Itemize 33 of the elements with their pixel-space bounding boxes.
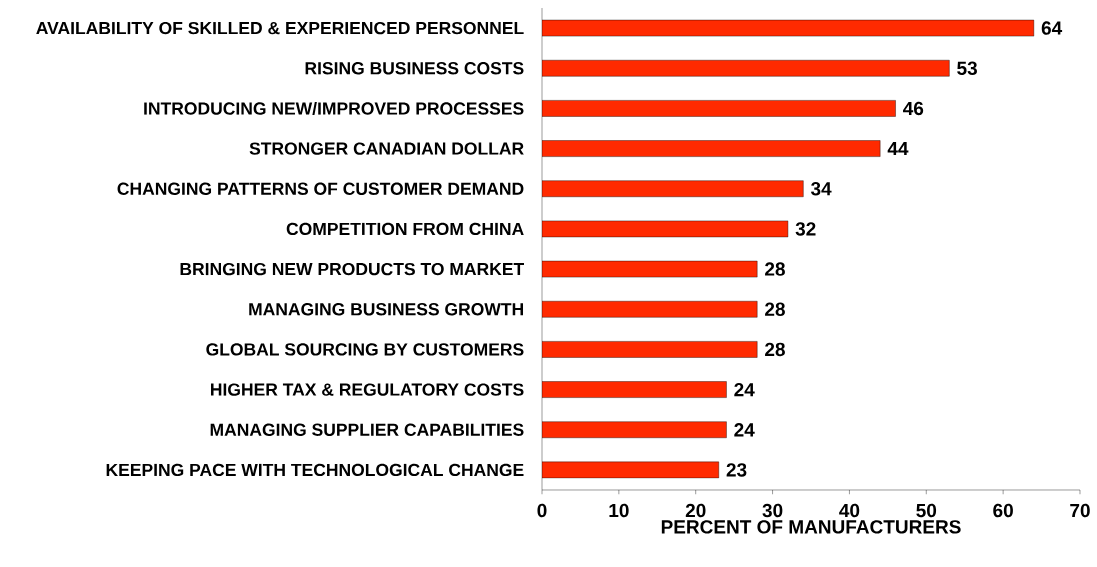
x-tick-label: 0	[537, 503, 547, 518]
data-label: 24	[734, 382, 755, 397]
data-label: 28	[765, 262, 785, 276]
x-tick-label: 40	[839, 503, 860, 518]
data-label: 28	[765, 342, 785, 357]
data-label: 34	[810, 182, 832, 196]
data-label: 46	[903, 101, 924, 116]
y-tick-label: KEEPING PACE WITH TECHNOLOGICAL CHANGE	[106, 463, 524, 477]
data-label: 24	[734, 423, 755, 437]
data-label: 64	[1041, 21, 1063, 35]
data-label: 44	[887, 142, 909, 156]
data-label: 28	[765, 302, 785, 316]
y-tick-label: HIGHER TAX & REGULATORY COSTS	[211, 383, 524, 396]
x-axis-title: PERCENT OF MANUFACTURERS	[661, 520, 961, 534]
y-tick-label: MANAGING BUSINESS GROWTH	[249, 303, 524, 316]
x-tick-label: 10	[609, 503, 629, 518]
data-label: 32	[795, 222, 816, 236]
x-tick-label: 20	[685, 503, 706, 518]
x-tick-label: 50	[916, 503, 937, 518]
y-tick-label: CHANGING PATTERNS OF CUSTOMER DEMAND	[117, 182, 524, 195]
y-tick-label: STRONGER CANADIAN DOLLAR	[249, 142, 524, 155]
y-tick-label: RISING BUSINESS COSTS	[305, 62, 524, 75]
data-label: 23	[726, 463, 747, 477]
x-tick-label: 60	[993, 503, 1013, 518]
y-tick-label: MANAGING SUPPLIER CAPABILITIES	[210, 423, 524, 436]
y-tick-label: AVAILABILITY OF SKILLED & EXPERIENCED PERSONNEL	[36, 21, 524, 35]
y-tick-label: COMPETITION FROM CHINA	[286, 222, 524, 236]
data-label: 53	[957, 61, 977, 75]
x-tick-label: 70	[1070, 503, 1090, 518]
y-tick-label: GLOBAL SOURCING BY CUSTOMERS	[206, 343, 524, 356]
y-tick-label: INTRODUCING NEW/IMPROVED PROCESSES	[144, 101, 524, 115]
x-tick-label: 30	[762, 503, 783, 518]
y-tick-label: BRINGING NEW PRODUCTS TO MARKET	[180, 262, 524, 276]
